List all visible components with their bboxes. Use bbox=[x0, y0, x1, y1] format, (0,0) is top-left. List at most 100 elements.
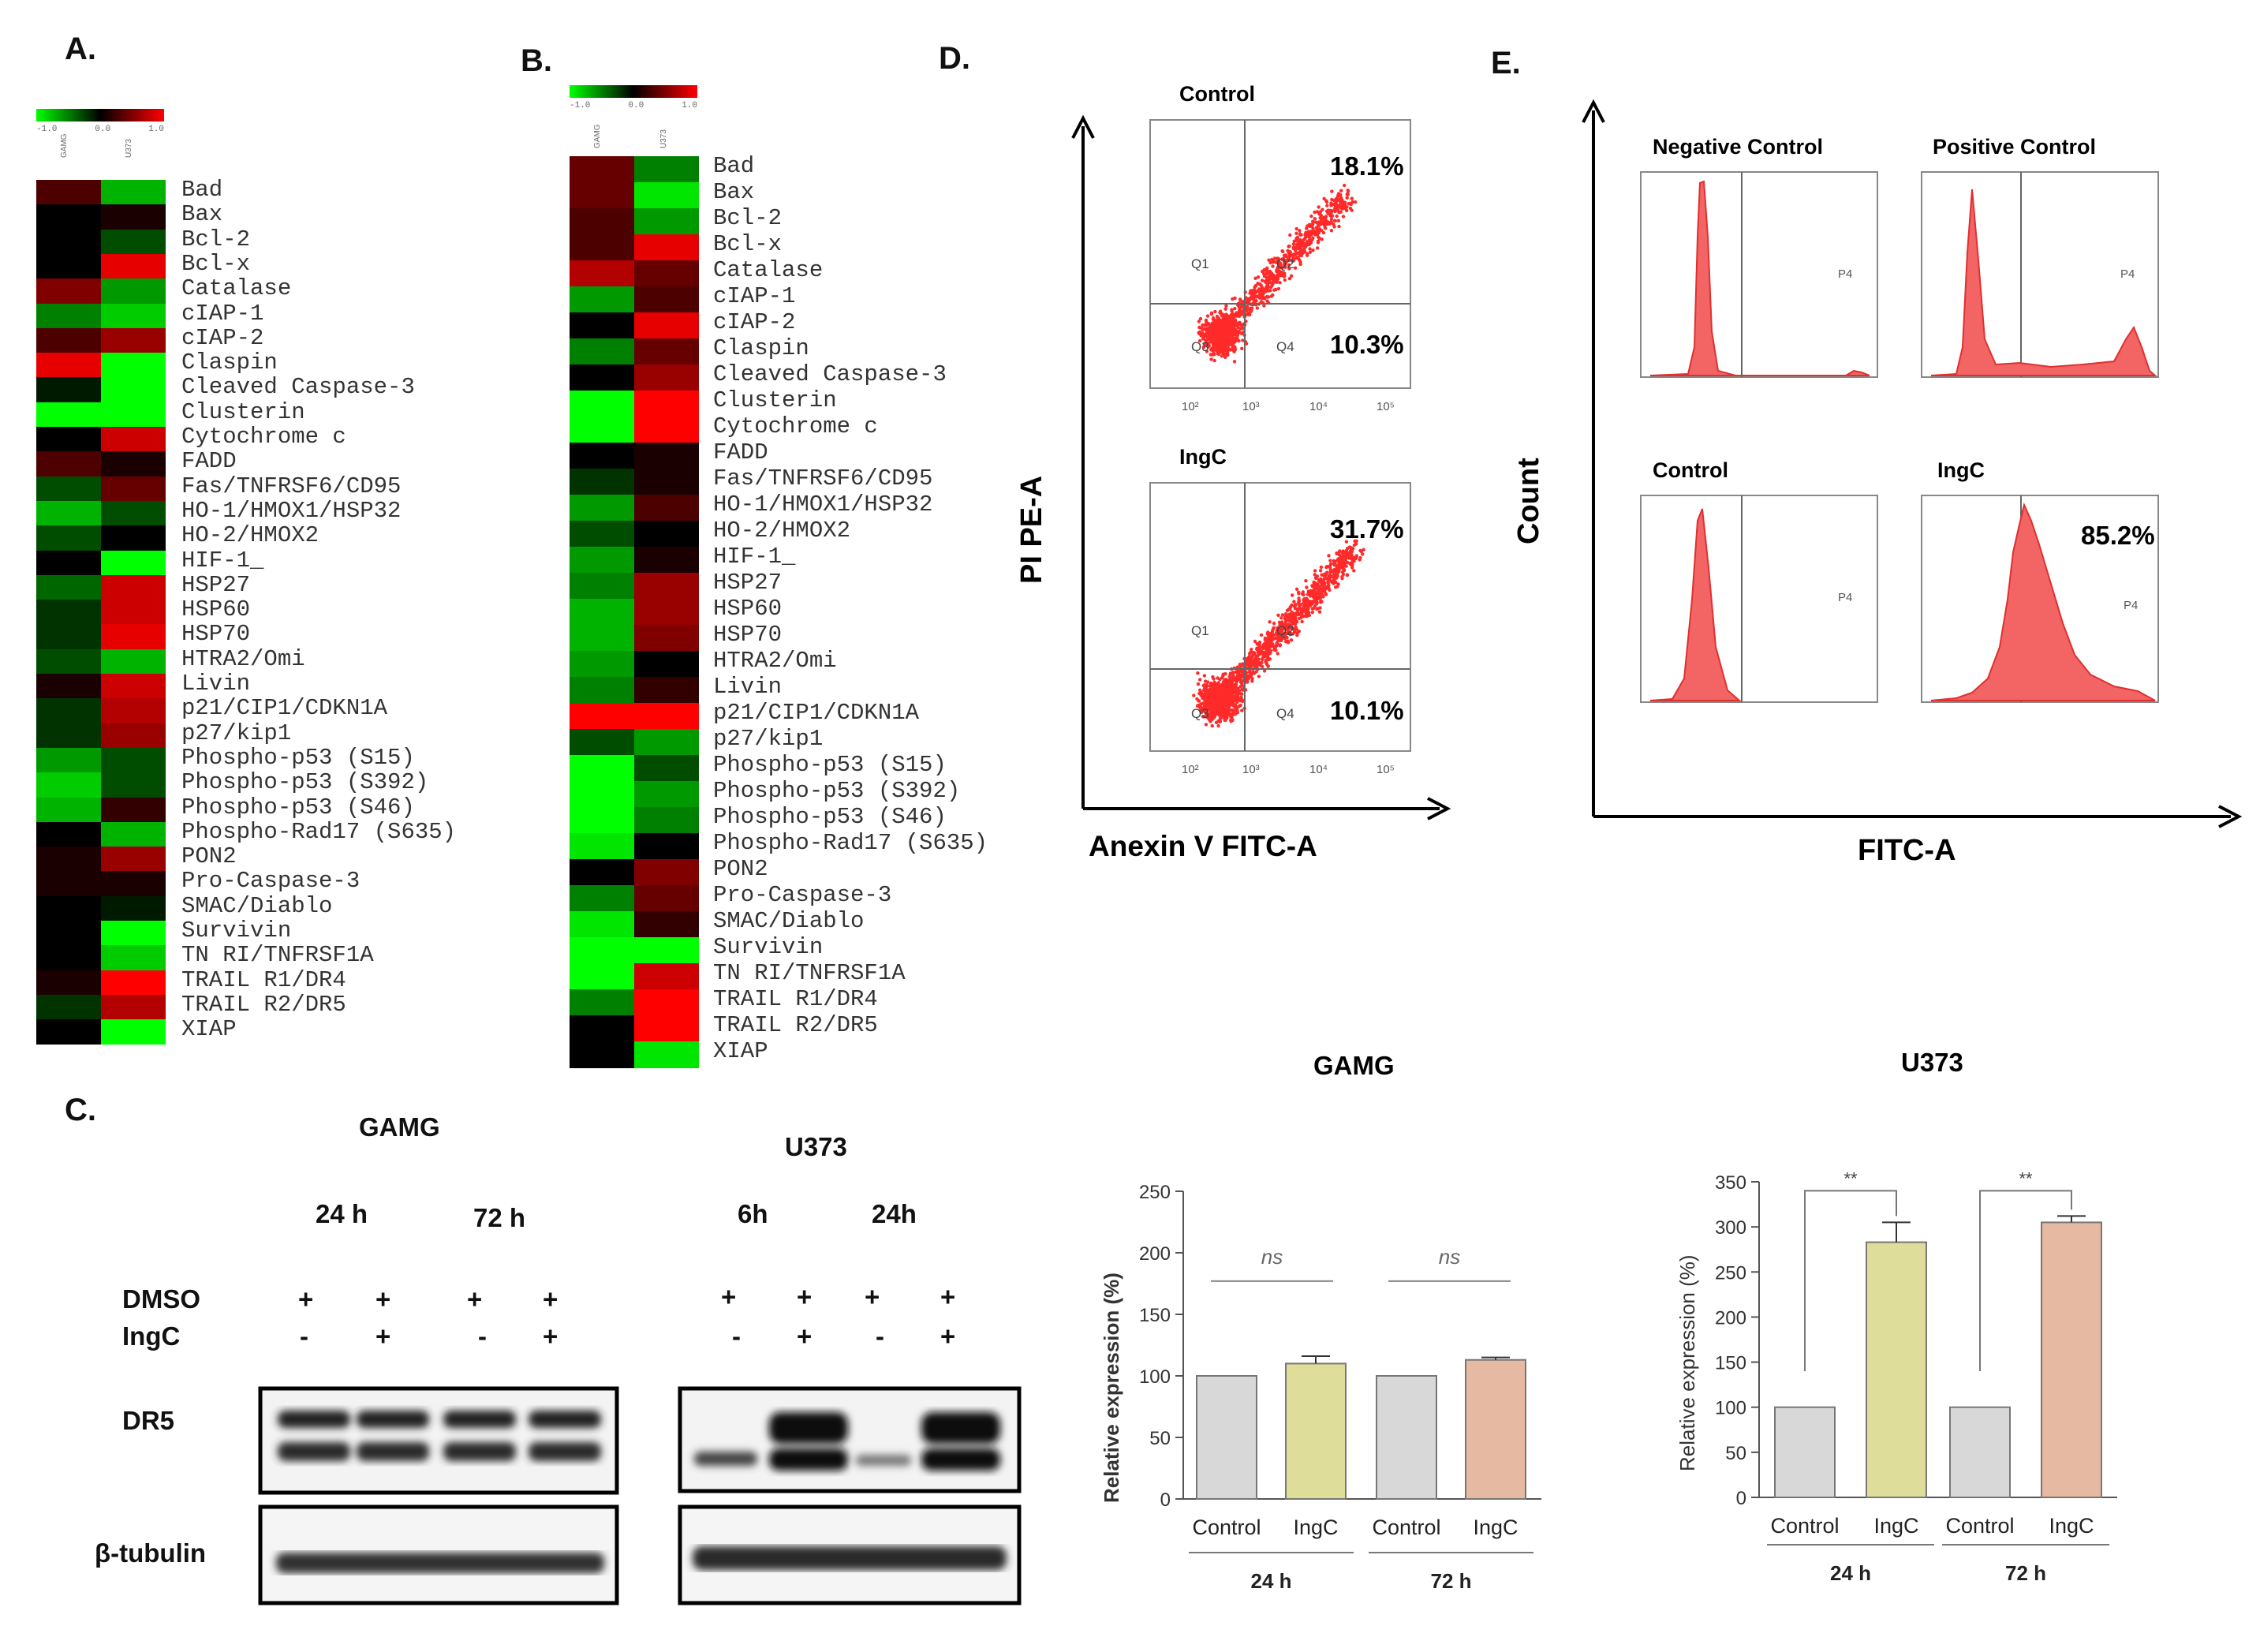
heatmap-a-gene-label: cIAP-2 bbox=[181, 324, 264, 351]
heatmap-a-cell bbox=[101, 797, 166, 823]
panel-label-c: C. bbox=[65, 1093, 96, 1127]
heatmap-a-cell bbox=[101, 895, 166, 921]
u373-dmso-2: + bbox=[797, 1282, 812, 1311]
heatmap-a-cell bbox=[36, 821, 101, 848]
heatmap-a-scale-mid: 0.0 bbox=[95, 125, 111, 134]
heatmap-b-cell bbox=[570, 807, 634, 834]
heatmap-a-cell bbox=[101, 229, 166, 255]
heatmap-a-gene-label: Phospho-Rad17 (S635) bbox=[181, 818, 457, 845]
bar-chart-1-category-label: IngC bbox=[1473, 1516, 1518, 1539]
u373-dr5-blot bbox=[678, 1386, 1022, 1493]
heatmap-a-cell bbox=[36, 895, 101, 921]
flow-dot bbox=[1336, 192, 1341, 196]
heatmap-a-cell bbox=[36, 253, 101, 280]
heatmap-a-cell bbox=[101, 847, 166, 873]
heatmap-b-gene-label: TRAIL R1/DR4 bbox=[713, 986, 878, 1012]
heatmap-b-gene-label: Cytochrome c bbox=[713, 413, 878, 439]
heatmap-b-cell bbox=[570, 182, 634, 209]
heatmap-b-cell bbox=[570, 364, 634, 391]
flow-dot bbox=[1345, 196, 1349, 200]
bar-chart-1-ytick-label: 200 bbox=[1139, 1243, 1171, 1265]
heatmap-a-gene-label: Cleaved Caspase-3 bbox=[181, 374, 415, 401]
gamg-dmso-4: + bbox=[543, 1284, 558, 1314]
flow-dot bbox=[1306, 224, 1309, 228]
u373-ingc-4: + bbox=[940, 1321, 956, 1351]
heatmap-b-gene-label: Phospho-p53 (S15) bbox=[713, 752, 947, 778]
heatmap-a-cell bbox=[101, 180, 166, 206]
gamg-dmso-2: + bbox=[375, 1284, 391, 1314]
bar-chart-1-ytick-label: 150 bbox=[1139, 1305, 1171, 1326]
heatmap-a-cell bbox=[36, 500, 101, 527]
bar-chart-1-group-label: 24 h bbox=[1250, 1569, 1291, 1593]
heatmap-b-cell bbox=[634, 312, 699, 339]
heatmap-b-gene-label: TRAIL R2/DR5 bbox=[713, 1012, 878, 1038]
heatmap-a-gene-label: Catalase bbox=[181, 275, 292, 302]
heatmap-b-cell bbox=[570, 963, 634, 990]
flow-dot bbox=[1291, 242, 1296, 246]
bar-chart-1-category-label: Control bbox=[1372, 1516, 1440, 1539]
flow-dot bbox=[1341, 215, 1346, 219]
gamg-time-1: 24 h bbox=[316, 1199, 368, 1228]
bar-chart-1-ytick-label: 0 bbox=[1160, 1489, 1171, 1511]
flow-dot bbox=[1308, 250, 1313, 254]
heatmap-a-cell bbox=[101, 994, 166, 1021]
heatmap-a-cell bbox=[101, 648, 166, 675]
panel-label-e: E. bbox=[1491, 46, 1521, 80]
heatmap-b-cell bbox=[634, 989, 699, 1016]
flow-dot bbox=[1315, 210, 1320, 214]
flow-dot bbox=[1308, 247, 1312, 251]
u373-ingc-1: - bbox=[732, 1321, 741, 1351]
flow-dot bbox=[1288, 233, 1292, 237]
flow-dot bbox=[1316, 241, 1321, 245]
heatmap-a-gene-label: HSP60 bbox=[181, 596, 251, 623]
heatmap-a-cell bbox=[36, 402, 101, 428]
flow-dot bbox=[1212, 358, 1216, 363]
gamg-time-2: 72 h bbox=[473, 1203, 526, 1232]
heatmap-b-cell bbox=[570, 391, 634, 417]
heatmap-b-cell bbox=[634, 755, 699, 782]
heatmap-a-cell bbox=[36, 797, 101, 823]
flow-dot bbox=[1253, 276, 1257, 280]
heatmap-a-gene-label: Phospho-p53 (S392) bbox=[181, 769, 429, 796]
bar-chart-2-category-label: IngC bbox=[2049, 1514, 2094, 1538]
heatmap-a-cell bbox=[101, 402, 166, 428]
flow-dot bbox=[1201, 327, 1205, 331]
heatmap-b-gene-label: HO-1/HMOX1/HSP32 bbox=[713, 491, 933, 518]
bar-chart-2-bar bbox=[1949, 1406, 2011, 1498]
heatmap-b-cell bbox=[570, 260, 634, 287]
heatmap-b-cell bbox=[570, 547, 634, 574]
heatmap-a-cell bbox=[101, 1019, 166, 1045]
u373-time-1: 6h bbox=[738, 1199, 768, 1228]
heatmap-a-cell bbox=[36, 476, 101, 502]
heatmap-b-gene-label: Livin bbox=[713, 674, 783, 700]
heatmap-a-cell bbox=[36, 353, 101, 379]
heatmap-b-gene-label: HO-2/HMOX2 bbox=[713, 518, 851, 544]
bar-chart-1-title: GAMG bbox=[1313, 1051, 1395, 1080]
heatmap-b-cell bbox=[634, 156, 699, 183]
heatmap-a-gene-label: TRAIL R1/DR4 bbox=[181, 966, 346, 993]
heatmap-a-cell bbox=[101, 921, 166, 947]
bar-chart-1-bar bbox=[1285, 1362, 1347, 1501]
bar-chart-2-group-label: 72 h bbox=[2005, 1561, 2046, 1585]
heatmap-a-cell bbox=[101, 500, 166, 527]
flow-dot bbox=[1205, 349, 1209, 353]
bar-chart-2-category-label: Control bbox=[1945, 1514, 2014, 1538]
heatmap-a-cell bbox=[101, 970, 166, 996]
heatmap-a-gene-label: HO-1/HMOX1/HSP32 bbox=[181, 497, 402, 524]
flow-dot bbox=[1256, 282, 1260, 286]
heatmap-a-scale-max: 1.0 bbox=[148, 125, 164, 134]
flow-dot bbox=[1218, 309, 1223, 313]
heatmap-b-cell bbox=[634, 364, 699, 391]
heatmap-a-cell bbox=[36, 994, 101, 1021]
heatmap-a-cell bbox=[36, 600, 101, 626]
heatmap-b-cell bbox=[634, 260, 699, 287]
flow-dot bbox=[1298, 229, 1302, 233]
heatmap-b-gene-label: FADD bbox=[713, 439, 768, 465]
heatmap-b-gene-label: cIAP-2 bbox=[713, 309, 796, 335]
dmso-row-label: DMSO bbox=[122, 1284, 200, 1314]
heatmap-a-gene-label: Livin bbox=[181, 671, 251, 697]
heatmap-b-cell bbox=[634, 677, 699, 704]
heatmap-b-cell bbox=[634, 286, 699, 313]
